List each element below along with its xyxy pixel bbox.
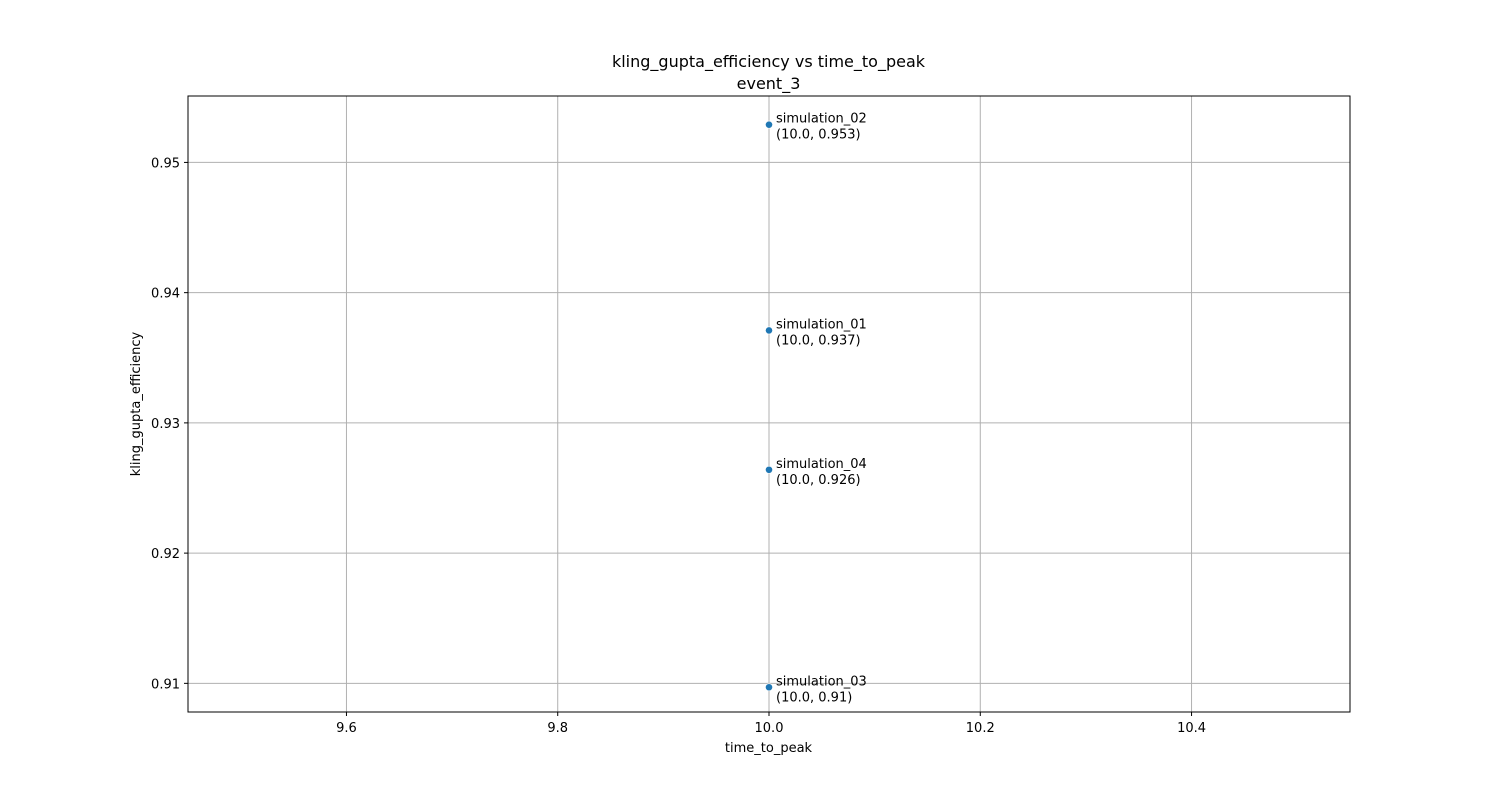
x-tick-label: 9.8 bbox=[547, 721, 568, 736]
point-coords-label: (10.0, 0.91) bbox=[776, 690, 852, 705]
data-point-group: simulation_04(10.0, 0.926) bbox=[765, 457, 867, 488]
point-name-label: simulation_02 bbox=[776, 112, 867, 127]
axis-ticks: 9.6 9.8 10.0 10.2 10.4 0.91 0.92 0.93 0.94 0.95 bbox=[151, 156, 1206, 736]
chart-title: kling_gupta_efficiency vs time_to_peak bbox=[612, 52, 926, 72]
y-axis-label: kling_gupta_efficiency bbox=[129, 331, 144, 476]
scatter-points: simulation_02(10.0, 0.953)simulation_01(… bbox=[765, 112, 867, 705]
x-tick-label: 9.6 bbox=[336, 721, 357, 736]
y-tick-label: 0.92 bbox=[151, 547, 180, 562]
scatter-point bbox=[765, 326, 773, 335]
scatter-point bbox=[765, 465, 773, 474]
y-tick-label: 0.94 bbox=[151, 287, 180, 302]
x-tick-label: 10.2 bbox=[966, 721, 995, 736]
point-coords-label: (10.0, 0.953) bbox=[776, 128, 861, 143]
scatter-point bbox=[765, 120, 773, 129]
data-point-group: simulation_03(10.0, 0.91) bbox=[765, 674, 867, 705]
chart-subtitle: event_3 bbox=[737, 74, 801, 94]
point-coords-label: (10.0, 0.926) bbox=[776, 473, 861, 488]
point-name-label: simulation_03 bbox=[776, 674, 867, 689]
x-axis-label: time_to_peak bbox=[725, 741, 813, 756]
grid bbox=[188, 96, 1350, 712]
point-name-label: simulation_01 bbox=[776, 317, 867, 332]
point-coords-label: (10.0, 0.937) bbox=[776, 333, 861, 348]
x-tick-label: 10.0 bbox=[755, 721, 784, 736]
data-point-group: simulation_01(10.0, 0.937) bbox=[765, 317, 867, 348]
y-tick-label: 0.93 bbox=[151, 417, 180, 432]
data-point-group: simulation_02(10.0, 0.953) bbox=[765, 112, 867, 143]
scatter-point bbox=[765, 683, 773, 692]
point-name-label: simulation_04 bbox=[776, 457, 867, 472]
y-tick-label: 0.91 bbox=[151, 677, 180, 692]
y-tick-label: 0.95 bbox=[151, 156, 180, 171]
x-tick-label: 10.4 bbox=[1177, 721, 1206, 736]
plot-area-frame bbox=[187, 95, 1351, 713]
